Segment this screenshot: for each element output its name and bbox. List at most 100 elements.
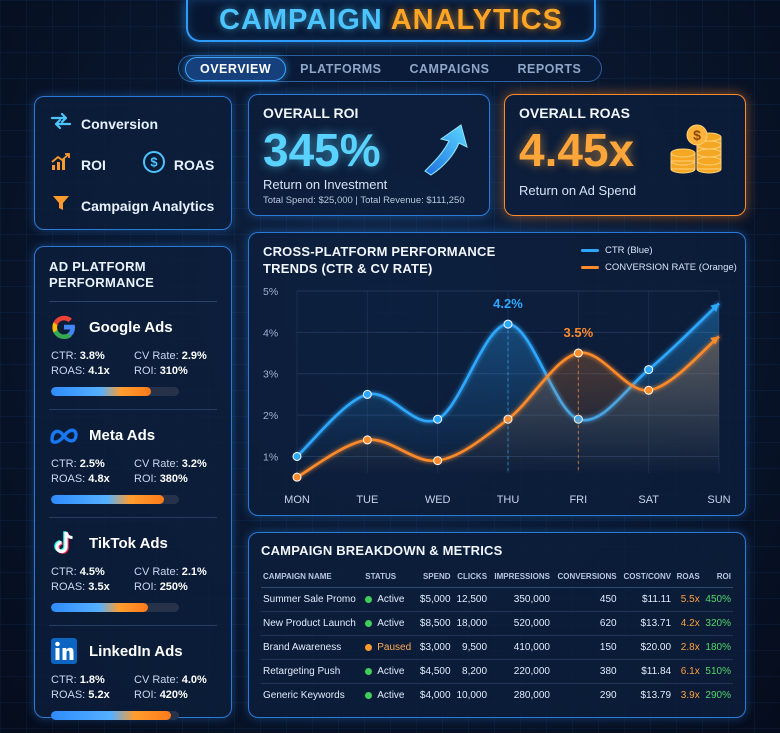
table-row[interactable]: Summer Sale Promo Active $5,000 12,500 350,0…: [261, 587, 733, 612]
status-cell: Active: [363, 611, 416, 636]
col-spend[interactable]: SPEND: [415, 570, 453, 588]
conversions-cell: 380: [551, 659, 619, 684]
funnel-icon: [49, 193, 73, 218]
ctr-stat: CTR: 2.5%: [51, 458, 105, 470]
roas-stat: ROAS: 4.8x: [51, 473, 110, 485]
roi-chart-icon: [49, 152, 73, 177]
spend-cell: $5,000: [415, 587, 453, 612]
roas-cell: 2.8x: [673, 635, 702, 660]
data-point: [362, 435, 372, 445]
tab-platforms[interactable]: PLATFORMS: [300, 61, 382, 76]
cost-per-conv-cell: $11.84: [618, 659, 674, 684]
y-tick-label: 2%: [263, 410, 278, 422]
col-clicks[interactable]: CLICKS: [452, 570, 490, 588]
tiktok-logo-icon: [49, 528, 79, 558]
col-impressions[interactable]: IMPRESSIONS: [489, 570, 552, 588]
legend-campaign-analytics-label: Campaign Analytics: [81, 197, 215, 214]
impressions-cell: 520,000: [489, 611, 552, 636]
table-row[interactable]: Brand Awareness Paused $3,000 9,500 410,000 1…: [261, 635, 733, 660]
platform-name: TikTok Ads: [89, 534, 168, 552]
legend-conversion-rate: CONVERSION RATE (Orange): [581, 262, 737, 273]
cv-rate-stat: CV Rate: 2.1%: [134, 566, 207, 578]
platform-name: Meta Ads: [89, 426, 156, 444]
cv-rate-stat: CV Rate: 2.9%: [134, 350, 207, 362]
roi-stat: ROI: 420%: [134, 689, 188, 701]
data-point: [292, 451, 302, 461]
campaign-name-cell: Brand Awareness: [261, 635, 364, 660]
platform-meta[interactable]: Meta Ads CTR: 2.5% CV Rate: 3.2% ROAS: 4…: [49, 410, 217, 518]
col-cost-conv[interactable]: COST/CONV: [618, 570, 674, 588]
legend-roas-label: ROAS: [173, 156, 215, 173]
campaign-name-cell: Summer Sale Promo: [261, 587, 364, 612]
conversions-cell: 290: [599, 690, 617, 701]
progress-bar: [51, 495, 179, 504]
roas-stat: ROAS: 5.2x: [51, 689, 110, 701]
ctr-stat: CTR: 4.5%: [51, 566, 105, 578]
status-cell: Paused: [363, 635, 416, 660]
roas-cell: 5.5x: [673, 587, 702, 612]
y-tick-label: 3%: [263, 369, 278, 381]
table-header-row: CAMPAIGN NAME STATUS SPEND CLICKS IMPRES…: [261, 570, 733, 588]
x-tick-label: WED: [425, 494, 451, 506]
col-status[interactable]: STATUS: [363, 570, 416, 588]
legend-campaign-analytics: Campaign Analytics: [49, 193, 217, 218]
impressions-cell: 220,000: [489, 659, 552, 684]
clicks-cell: 12,500: [452, 587, 490, 612]
platform-google[interactable]: Google Ads CTR: 3.8% CV Rate: 2.9% ROAS:…: [49, 302, 217, 410]
roas-symbol: $: [150, 155, 158, 170]
x-tick-label: TUE: [356, 494, 378, 506]
roas-cell: 6.1x: [673, 659, 702, 684]
roi-cell: 290%: [705, 690, 731, 701]
conversions-cell: 620: [551, 611, 619, 636]
status-cell: Active: [363, 684, 416, 708]
performance-trends-chart-card: 1% 2% 3% 4% 5% MON TUE WED THU FRI SAT SUN 4.2% 3.5% …: [248, 232, 746, 516]
impressions-cell: 280,000: [513, 690, 550, 701]
clicks-cell: 9,500: [452, 635, 490, 660]
tab-campaigns[interactable]: CAMPAIGNS: [409, 61, 490, 76]
overall-roas-card: OVERALL ROAS 4.45x Return on Ad Spend $: [504, 94, 746, 216]
google-logo-icon: [49, 312, 79, 342]
platform-linkedin[interactable]: LinkedIn Ads CTR: 1.8% CV Rate: 4.0% ROA…: [49, 626, 217, 733]
tab-overview[interactable]: OVERVIEW: [185, 56, 287, 81]
data-point: [362, 389, 372, 399]
roi-cell: 180%: [701, 635, 733, 660]
roi-subtitle: Return on Investment: [263, 177, 388, 192]
col-roas[interactable]: ROAS: [673, 570, 702, 588]
status-dot: [365, 643, 373, 651]
ad-platform-performance-card: AD PLATFORM PERFORMANCE Google Ads CTR: …: [34, 246, 232, 720]
trend-up-arrow-icon: [421, 121, 475, 182]
data-point: [644, 385, 654, 395]
linkedin-logo-icon: [49, 636, 79, 666]
cost-per-conv-cell: $13.79: [640, 690, 672, 701]
status-cell: Active: [363, 587, 416, 612]
trend-chart: 1% 2% 3% 4% 5% MON TUE WED THU FRI SAT SUN 4.2% 3.5%: [263, 286, 731, 506]
roas-cell: 3.9x: [680, 690, 700, 701]
campaign-table: CAMPAIGN NAME STATUS SPEND CLICKS IMPRES…: [261, 570, 733, 707]
legend-conversion-label: Conversion: [81, 115, 159, 132]
platform-tiktok[interactable]: TikTok Ads CTR: 4.5% CV Rate: 2.1% ROAS:…: [49, 518, 217, 626]
roi-stat: ROI: 380%: [134, 473, 188, 485]
legend-roi-label: ROI: [81, 156, 106, 173]
series-end-arrow: [710, 336, 719, 345]
col-campaign-name[interactable]: CAMPAIGN NAME: [261, 570, 364, 588]
col-roi[interactable]: ROI: [701, 570, 733, 588]
table-row[interactable]: Generic Keywords Active $4,000 10,000 280,00…: [261, 684, 733, 708]
legend-roi-roas: ROI $ ROAS: [49, 150, 217, 179]
x-tick-label: SAT: [638, 494, 659, 506]
roas-dollar-icon: $: [142, 150, 166, 179]
meta-logo-icon: [49, 420, 79, 450]
coin-dollar-symbol: $: [693, 127, 701, 143]
chart-legend: CTR (Blue) CONVERSION RATE (Orange): [581, 245, 737, 279]
status-dot: [365, 595, 373, 603]
impressions-cell: 350,000: [489, 587, 552, 612]
table-row[interactable]: New Product Launch Active $8,500 18,000 520,…: [261, 611, 733, 636]
col-conversions[interactable]: CONVERSIONS: [551, 570, 619, 588]
title-banner: CAMPAIGN ANALYTICS: [186, 0, 596, 42]
coin-stack-icon: $: [667, 123, 727, 182]
roas-subtitle: Return on Ad Spend: [519, 183, 637, 198]
roas-card-label: OVERALL ROAS: [519, 105, 630, 121]
tab-reports[interactable]: REPORTS: [517, 61, 582, 76]
table-row[interactable]: Retargeting Push Active $4,500 8,200 220,000…: [261, 659, 733, 684]
status-dot: [365, 667, 373, 675]
campaign-name-cell: New Product Launch: [261, 611, 364, 636]
